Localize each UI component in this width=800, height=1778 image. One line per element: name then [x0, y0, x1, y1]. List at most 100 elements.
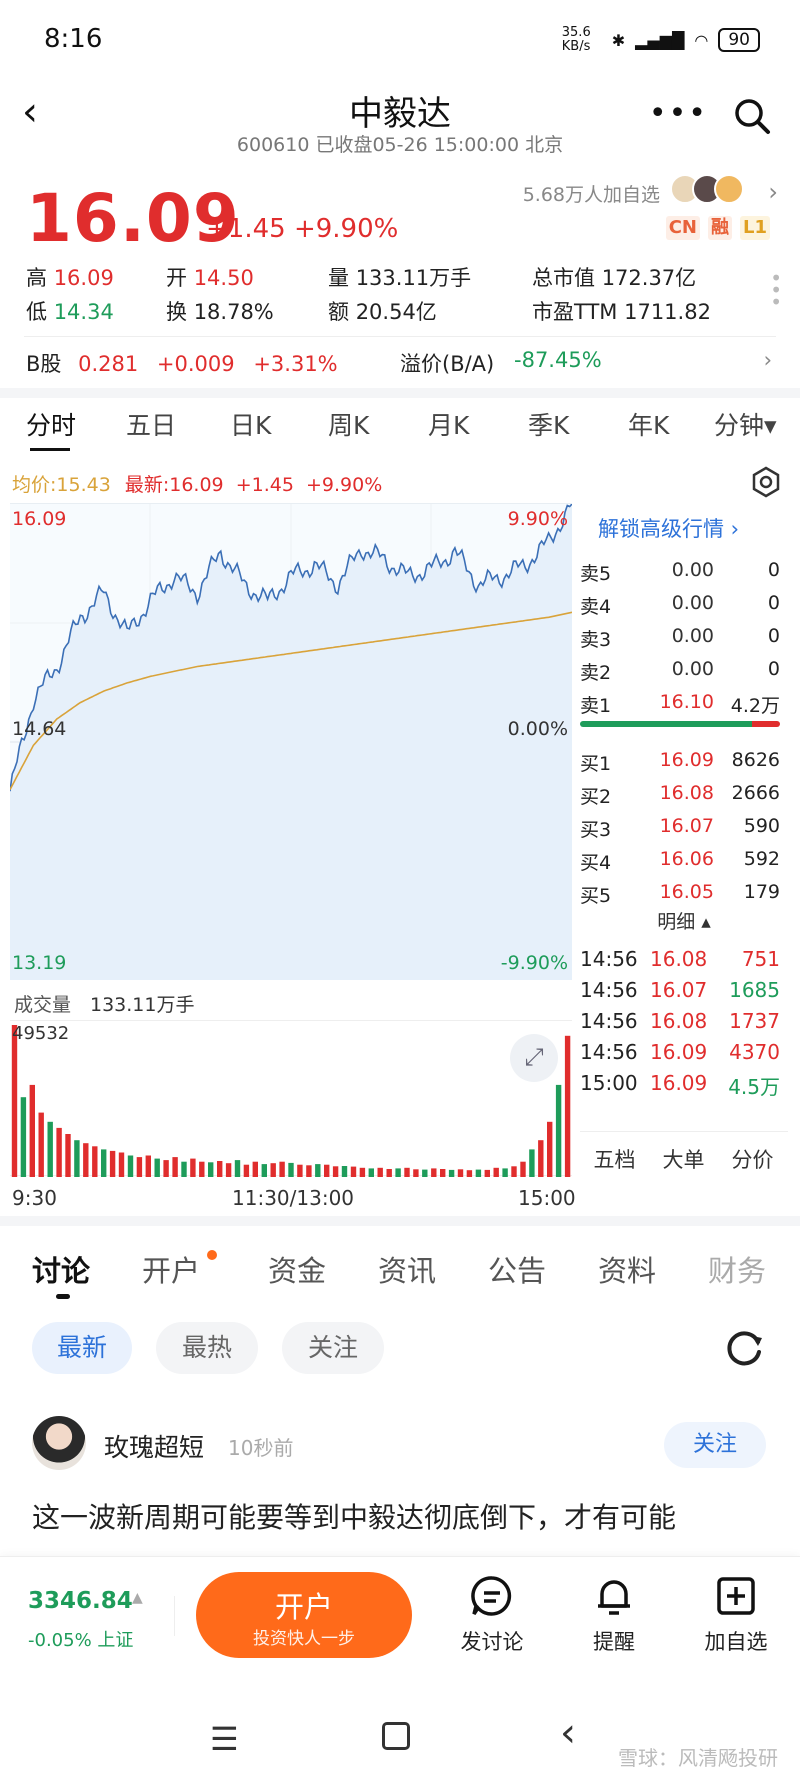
open-account-sublabel: 投资快人一步: [253, 1629, 355, 1649]
back-nav-icon[interactable]: ‹: [560, 1710, 576, 1756]
bid-volume: 179: [743, 881, 780, 903]
price-series-line: [10, 504, 572, 792]
x-label-start: 9:30: [12, 1186, 57, 1210]
volume-bar: [92, 1146, 98, 1177]
latest-pct: +9.90%: [305, 474, 383, 496]
followers-count[interactable]: 5.68万人加自选: [522, 184, 660, 206]
index-change[interactable]: -0.05% 上证: [28, 1630, 134, 1651]
volume-bar: [502, 1168, 508, 1177]
filter-hottest[interactable]: 最热: [156, 1322, 258, 1374]
open-value: 14.50: [193, 266, 254, 290]
follower-avatars[interactable]: [670, 174, 744, 204]
post-username[interactable]: 玫瑰超短: [104, 1433, 205, 1462]
premium-label: 溢价(B/A): [400, 352, 495, 376]
alert-button[interactable]: 提醒: [564, 1574, 664, 1654]
tab-five-levels[interactable]: 五档: [593, 1148, 636, 1172]
chart-tabs: 分时 五日 日K 周K 月K 季K 年K 分钟▾: [0, 406, 800, 450]
tag-cn: CN: [665, 216, 700, 240]
menu-icon[interactable]: ☰: [210, 1720, 239, 1758]
volume-chart[interactable]: 49532: [10, 1020, 572, 1177]
bid-row: 买3 16.07 590: [580, 815, 788, 847]
tick-volume: 1737: [729, 1009, 780, 1033]
volume-bar: [564, 1035, 571, 1177]
amount-label: 额: [328, 300, 349, 324]
notification-dot: [207, 1250, 217, 1260]
last-price: 16.09: [26, 180, 240, 257]
tab-minute[interactable]: 分钟▾: [714, 411, 777, 440]
tab-monthly[interactable]: 月K: [428, 411, 470, 440]
more-vertical-icon[interactable]: • • •: [770, 266, 782, 314]
tab-profile[interactable]: 资料: [598, 1254, 657, 1288]
orderbook-footer-tabs: 五档 大单 分价: [580, 1131, 788, 1179]
open-account-label: 开户: [274, 1590, 333, 1624]
tab-announcements[interactable]: 公告: [488, 1254, 547, 1288]
post-avatar[interactable]: [32, 1416, 86, 1470]
add-watchlist-button[interactable]: 加自选: [686, 1574, 786, 1654]
tab-weekly[interactable]: 周K: [328, 411, 370, 440]
open-account-button[interactable]: 开户 投资快人一步: [196, 1572, 412, 1658]
ask-row: 卖3 0.00 0: [580, 625, 788, 657]
price-chart-svg: [10, 504, 572, 980]
chevron-right-icon[interactable]: ›: [768, 178, 778, 206]
index-value[interactable]: 3346.84: [28, 1588, 133, 1614]
volume-bar: [163, 1160, 169, 1177]
home-icon[interactable]: [382, 1722, 410, 1750]
bshare-row[interactable]: B股 0.281 +0.009 +3.31% 溢价(B/A) -87.45% ›: [26, 348, 776, 378]
volume-bar: [386, 1169, 392, 1177]
tab-open-account[interactable]: 开户: [142, 1254, 201, 1288]
net-speed: 35.6 KB/s: [561, 25, 591, 54]
post-discussion-button[interactable]: 发讨论: [442, 1574, 542, 1654]
tab-yearly[interactable]: 年K: [628, 411, 670, 440]
ask-row: 卖1 16.10 4.2万: [580, 691, 788, 723]
bid-label: 买1: [580, 753, 612, 775]
ask-price: 0.00: [671, 592, 714, 614]
x-label-end: 15:00: [518, 1186, 576, 1210]
tab-intraday[interactable]: 分时: [26, 411, 77, 440]
tab-price-volume[interactable]: 分价: [731, 1148, 774, 1172]
volume-bar: [448, 1169, 455, 1177]
filter-latest[interactable]: 最新: [32, 1322, 132, 1374]
volume-bar: [279, 1161, 285, 1177]
pe-label: 市盈TTM: [532, 300, 618, 324]
back-icon[interactable]: ‹: [22, 89, 38, 135]
volume-bar: [225, 1163, 232, 1177]
unlock-advanced-button[interactable]: 解锁高级行情 ›: [598, 517, 740, 541]
chart-header: 均价:15.43 最新:16.09 +1.45 +9.90%: [12, 470, 382, 497]
tab-financials[interactable]: 财务: [708, 1254, 767, 1288]
tab-large-orders[interactable]: 大单: [662, 1148, 705, 1172]
follow-button[interactable]: 关注: [664, 1422, 766, 1468]
settings-icon[interactable]: [750, 466, 782, 502]
volume-bar: [38, 1112, 44, 1177]
volume-bar: [65, 1134, 71, 1177]
tab-daily[interactable]: 日K: [230, 411, 272, 440]
avg-price: 均价:15.43: [12, 474, 111, 496]
expand-icon[interactable]: ⤢: [510, 1034, 558, 1082]
tab-news[interactable]: 资讯: [378, 1254, 437, 1288]
volume-bar: [208, 1162, 214, 1177]
low-label: 低: [26, 300, 47, 324]
bid-label: 买4: [580, 852, 612, 874]
status-time: 8:16: [44, 24, 103, 54]
detail-toggle[interactable]: 明细 ▴: [657, 911, 711, 933]
filter-following[interactable]: 关注: [282, 1322, 384, 1374]
refresh-icon[interactable]: [722, 1326, 766, 1374]
post-text[interactable]: 这一波新周期可能要等到中毅达彻底倒下，才有可能: [32, 1501, 677, 1534]
tab-5day[interactable]: 五日: [126, 411, 177, 440]
tab-discussion[interactable]: 讨论: [32, 1254, 91, 1288]
tab-quarterly[interactable]: 季K: [528, 411, 570, 440]
tab-funds[interactable]: 资金: [268, 1254, 327, 1288]
ask-volume: 4.2万: [730, 695, 780, 717]
ask-label: 卖3: [580, 629, 612, 651]
search-icon[interactable]: [732, 96, 772, 140]
more-icon[interactable]: •••: [648, 96, 708, 131]
price-chart[interactable]: 16.09 9.90% 14.64 0.00% 13.19 -9.90%: [10, 503, 572, 980]
volume-bar: [484, 1169, 490, 1177]
ask-row: 卖5 0.00 0: [580, 559, 788, 591]
volume-bar: [529, 1149, 535, 1177]
volume-bar: [145, 1155, 151, 1177]
volume-bar: [118, 1152, 125, 1177]
ask-price: 0.00: [671, 625, 714, 647]
section-gap: [0, 1216, 800, 1226]
tick-row: 14:56 16.09 4370: [580, 1040, 788, 1074]
ask-price: 0.00: [671, 658, 714, 680]
